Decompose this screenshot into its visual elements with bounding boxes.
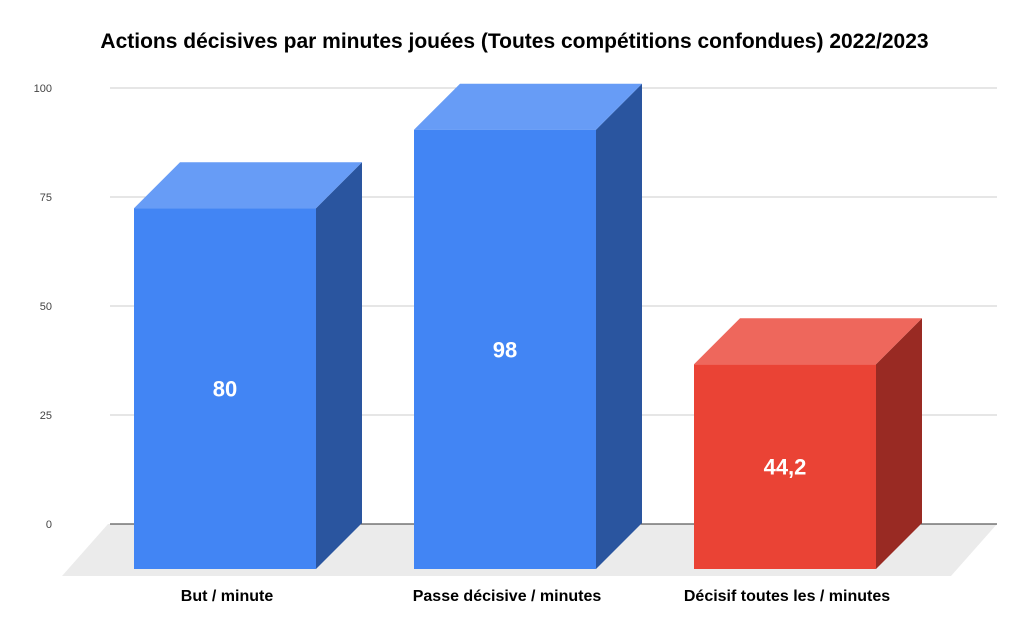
bar-top bbox=[414, 83, 642, 130]
x-tick-label: Décisif toutes les / minutes bbox=[684, 588, 890, 605]
data-label: 80 bbox=[213, 377, 237, 402]
bar-side bbox=[316, 162, 362, 569]
bar-side bbox=[876, 318, 922, 569]
y-tick-label: 100 bbox=[34, 83, 52, 95]
data-label: 98 bbox=[493, 337, 517, 362]
y-tick-label: 0 bbox=[46, 519, 52, 531]
x-tick-label: Passe décisive / minutes bbox=[413, 588, 602, 605]
y-tick-label: 50 bbox=[40, 301, 52, 313]
bar[interactable] bbox=[694, 364, 876, 569]
data-label: 44,2 bbox=[764, 455, 807, 480]
chart-title: Actions décisives par minutes jouées (To… bbox=[100, 30, 929, 53]
bar-top bbox=[694, 318, 922, 365]
bar[interactable] bbox=[414, 129, 596, 569]
x-tick-label: But / minute bbox=[181, 588, 274, 605]
y-tick-label: 25 bbox=[40, 410, 52, 422]
bar-top bbox=[134, 162, 362, 209]
bar-side bbox=[596, 83, 642, 569]
bar[interactable] bbox=[134, 208, 316, 569]
y-tick-label: 75 bbox=[40, 192, 52, 204]
